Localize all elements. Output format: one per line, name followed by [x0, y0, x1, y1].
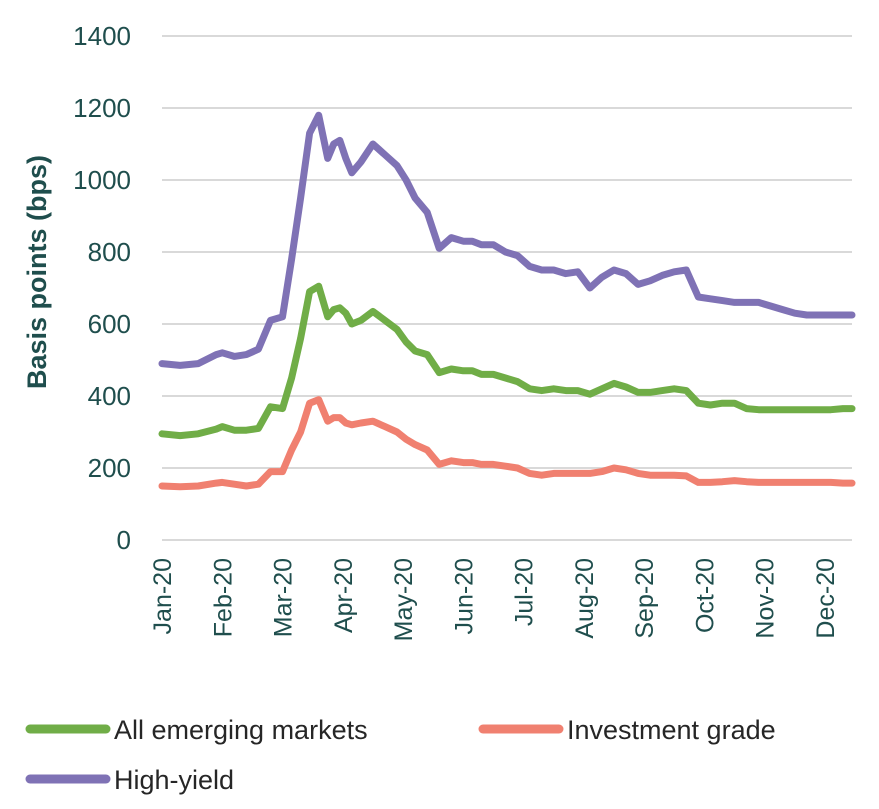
- y-tick-label: 1000: [73, 165, 131, 195]
- x-tick-label: Mar-20: [270, 558, 298, 637]
- x-tick-label: Nov-20: [752, 558, 780, 639]
- x-tick-label: Oct-20: [691, 558, 719, 633]
- y-tick-label: 200: [88, 453, 131, 483]
- legend: All emerging markets Investment grade High…: [25, 715, 776, 795]
- legend-label: Investment grade: [567, 715, 776, 745]
- legend-label: All emerging markets: [114, 715, 368, 745]
- x-axis-ticks: Jan-20 Feb-20 Mar-20 Apr-20 May-20 Jun-20 Jul-…: [149, 558, 840, 641]
- x-tick-label: Dec-20: [812, 558, 840, 639]
- x-tick-label: May-20: [390, 558, 418, 641]
- series-line-0: [158, 282, 856, 440]
- x-tick-label: Apr-20: [330, 558, 358, 633]
- y-tick-label: 800: [88, 237, 131, 267]
- gridlines: [162, 35, 852, 469]
- series-line-1: [158, 396, 856, 491]
- legend-label: High-yield: [114, 765, 234, 795]
- x-tick-label: Sep-20: [631, 558, 659, 639]
- y-axis-ticks: 0 200 400 600 800 1000 1200 1400: [73, 21, 131, 555]
- x-tick-label: Jun-20: [450, 558, 478, 634]
- y-axis-label: Basis points (bps): [22, 155, 52, 389]
- y-tick-label: 0: [117, 525, 131, 555]
- x-tick-label: Jan-20: [149, 558, 177, 634]
- x-tick-label: Feb-20: [209, 558, 237, 637]
- x-tick-label: Aug-20: [571, 558, 599, 639]
- y-tick-label: 1200: [73, 93, 131, 123]
- y-tick-label: 400: [88, 381, 131, 411]
- series-lines: [158, 111, 856, 491]
- x-tick-label: Jul-20: [511, 558, 539, 626]
- y-tick-label: 600: [88, 309, 131, 339]
- y-tick-label: 1400: [73, 21, 131, 51]
- series-line-2: [158, 111, 856, 369]
